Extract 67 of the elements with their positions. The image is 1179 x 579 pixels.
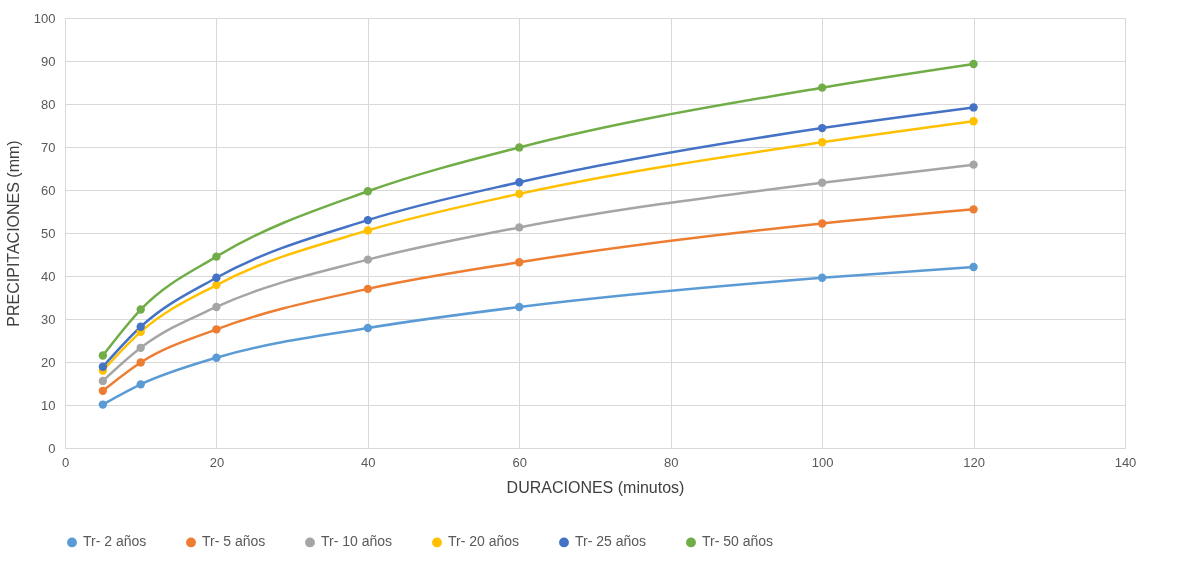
point xyxy=(363,255,373,264)
point xyxy=(969,59,978,69)
point xyxy=(817,83,827,92)
point xyxy=(363,215,373,225)
point xyxy=(136,305,145,314)
legend-label: Tr- 50 años xyxy=(702,533,774,550)
y-tick-label: 60 xyxy=(41,182,56,198)
point xyxy=(515,189,524,199)
point xyxy=(969,117,978,126)
x-tick-label: 100 xyxy=(811,454,834,470)
legend-label: Tr- 20 años xyxy=(448,533,520,550)
point xyxy=(817,273,827,282)
legend-label: Tr- 2 años xyxy=(83,533,147,550)
point xyxy=(98,386,108,395)
point xyxy=(363,226,373,235)
point xyxy=(969,160,978,169)
legend-label: Tr- 25 años xyxy=(575,533,647,550)
point xyxy=(969,103,978,112)
point xyxy=(817,178,827,187)
point xyxy=(515,223,524,232)
point xyxy=(136,358,145,367)
point xyxy=(98,400,108,409)
legend-label: Tr- 10 años xyxy=(321,533,393,550)
x-tick-label: 60 xyxy=(512,454,528,470)
y-tick-label: 30 xyxy=(41,311,56,327)
point xyxy=(515,178,524,187)
x-tick-label: 80 xyxy=(663,454,679,470)
y-tick-label: 20 xyxy=(41,354,56,370)
point xyxy=(817,219,827,228)
y-tick-label: 80 xyxy=(41,96,56,112)
point xyxy=(212,273,221,282)
x-tick-label: 140 xyxy=(1114,454,1137,470)
point xyxy=(817,138,827,147)
point xyxy=(363,187,373,196)
point xyxy=(212,325,221,334)
point xyxy=(212,280,221,290)
point xyxy=(98,351,108,360)
y-tick-label: 40 xyxy=(41,268,56,284)
point xyxy=(212,302,221,312)
y-axis-title: PRECIPITACIONES (mm) xyxy=(4,140,22,327)
point xyxy=(817,123,827,133)
point xyxy=(363,323,373,333)
point xyxy=(136,343,145,352)
point xyxy=(515,143,524,152)
legend-label: Tr- 5 años xyxy=(202,533,266,550)
y-tick-label: 100 xyxy=(33,10,56,26)
point xyxy=(212,353,221,362)
y-tick-label: 50 xyxy=(41,225,56,241)
x-tick-label: 40 xyxy=(361,454,376,470)
point xyxy=(515,302,524,312)
point xyxy=(98,376,108,386)
point xyxy=(515,258,524,267)
y-tick-label: 70 xyxy=(41,139,56,155)
point xyxy=(136,322,145,331)
point xyxy=(136,380,145,389)
y-tick-label: 0 xyxy=(48,440,56,456)
point xyxy=(363,284,373,294)
point xyxy=(969,205,978,214)
x-tick-label: 120 xyxy=(963,454,985,470)
y-tick-label: 90 xyxy=(41,53,56,69)
x-tick-label: 20 xyxy=(209,454,225,470)
point xyxy=(98,362,108,371)
x-tick-label: 0 xyxy=(61,454,70,470)
point xyxy=(212,252,221,261)
y-tick-label: 10 xyxy=(41,397,56,413)
point xyxy=(969,262,978,272)
x-axis-title: DURACIONES (minutos) xyxy=(506,478,685,496)
